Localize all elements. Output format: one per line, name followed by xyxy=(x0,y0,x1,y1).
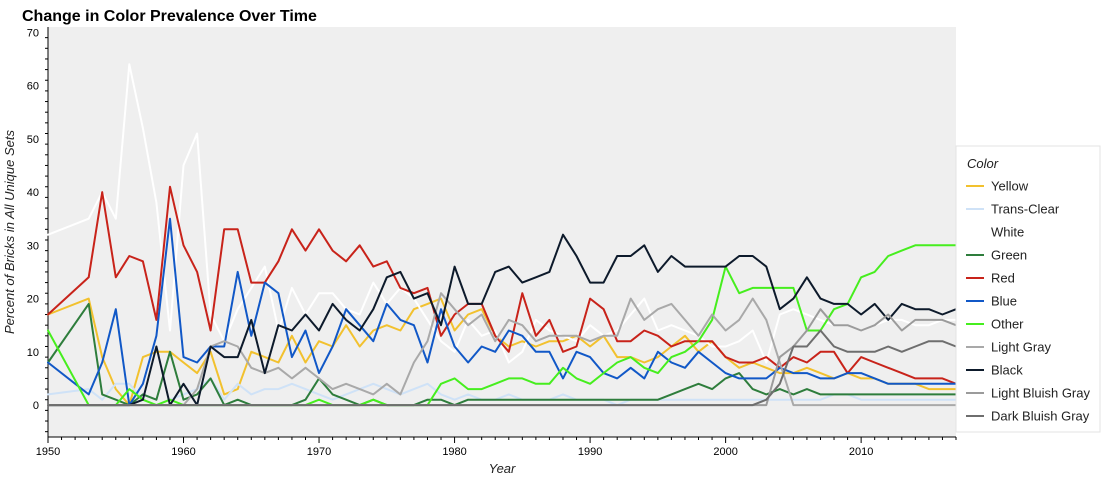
legend-background xyxy=(955,145,1101,433)
series-line-black xyxy=(47,233,957,407)
legend-label: White xyxy=(991,225,1024,240)
x-tick-label: 1990 xyxy=(578,446,602,458)
x-tick-label: 2010 xyxy=(849,446,873,458)
series-line-green xyxy=(47,302,957,407)
x-tick-label: 2000 xyxy=(713,446,737,458)
legend: Color Yellow Trans-Clear White Green Red Blue… xyxy=(955,145,1101,433)
y-axis: 0 10 20 30 40 50 60 70 xyxy=(27,27,49,437)
legend-item: White xyxy=(966,225,1024,240)
y-tick-label: 30 xyxy=(27,240,39,252)
series-line-blue xyxy=(47,217,957,407)
y-tick-label: 40 xyxy=(27,187,39,199)
series-line-white xyxy=(47,63,957,364)
x-tick-label: 1980 xyxy=(442,446,466,458)
y-tick-label: 10 xyxy=(27,347,39,359)
legend-items: Yellow Trans-Clear White Green Red Blue Other L… xyxy=(966,179,1090,424)
legend-item: Yellow xyxy=(966,179,1029,194)
series-line-light-gray xyxy=(47,292,957,407)
legend-item: Black xyxy=(966,363,1023,378)
x-tick-label: 1970 xyxy=(307,446,331,458)
legend-label: Light Bluish Gray xyxy=(991,386,1090,401)
series-line-trans-clear xyxy=(47,377,957,407)
legend-title: Color xyxy=(967,156,999,171)
legend-item: Dark Bluish Gray xyxy=(966,409,1090,424)
series-line-yellow xyxy=(47,297,957,407)
legend-item: Blue xyxy=(966,294,1017,309)
x-axis: 1950 1960 1970 1980 1990 2000 2010 xyxy=(36,436,957,458)
legend-item: Other xyxy=(966,317,1024,332)
y-tick-label: 70 xyxy=(27,27,39,39)
legend-item: Green xyxy=(966,248,1027,263)
legend-label: Light Gray xyxy=(991,340,1051,355)
legend-item: Light Gray xyxy=(966,340,1051,355)
plot-background xyxy=(48,27,956,437)
y-tick-label: 0 xyxy=(33,400,39,412)
y-axis-title: Percent of Bricks in All Unique Sets xyxy=(2,130,17,334)
x-tick-label: 1950 xyxy=(36,446,60,458)
y-tick-label: 20 xyxy=(27,294,39,306)
x-tick-label: 1960 xyxy=(171,446,195,458)
legend-item: Trans-Clear xyxy=(966,202,1060,217)
legend-label: Trans-Clear xyxy=(991,202,1060,217)
chart-title: Change in Color Prevalence Over Time xyxy=(22,8,317,25)
legend-label: Blue xyxy=(991,294,1017,309)
legend-label: Yellow xyxy=(991,179,1029,194)
legend-item: Light Bluish Gray xyxy=(966,386,1090,401)
x-axis-title: Year xyxy=(489,461,516,476)
legend-label: Dark Bluish Gray xyxy=(991,409,1090,424)
legend-label: Red xyxy=(991,271,1015,286)
series-line-dark-bluish-gray xyxy=(47,329,957,407)
series-lines xyxy=(47,63,957,407)
legend-label: Other xyxy=(991,317,1024,332)
y-tick-label: 60 xyxy=(27,81,39,93)
legend-item: Red xyxy=(966,271,1015,286)
legend-label: Green xyxy=(991,248,1027,263)
legend-label: Black xyxy=(991,363,1023,378)
y-tick-label: 50 xyxy=(27,134,39,146)
